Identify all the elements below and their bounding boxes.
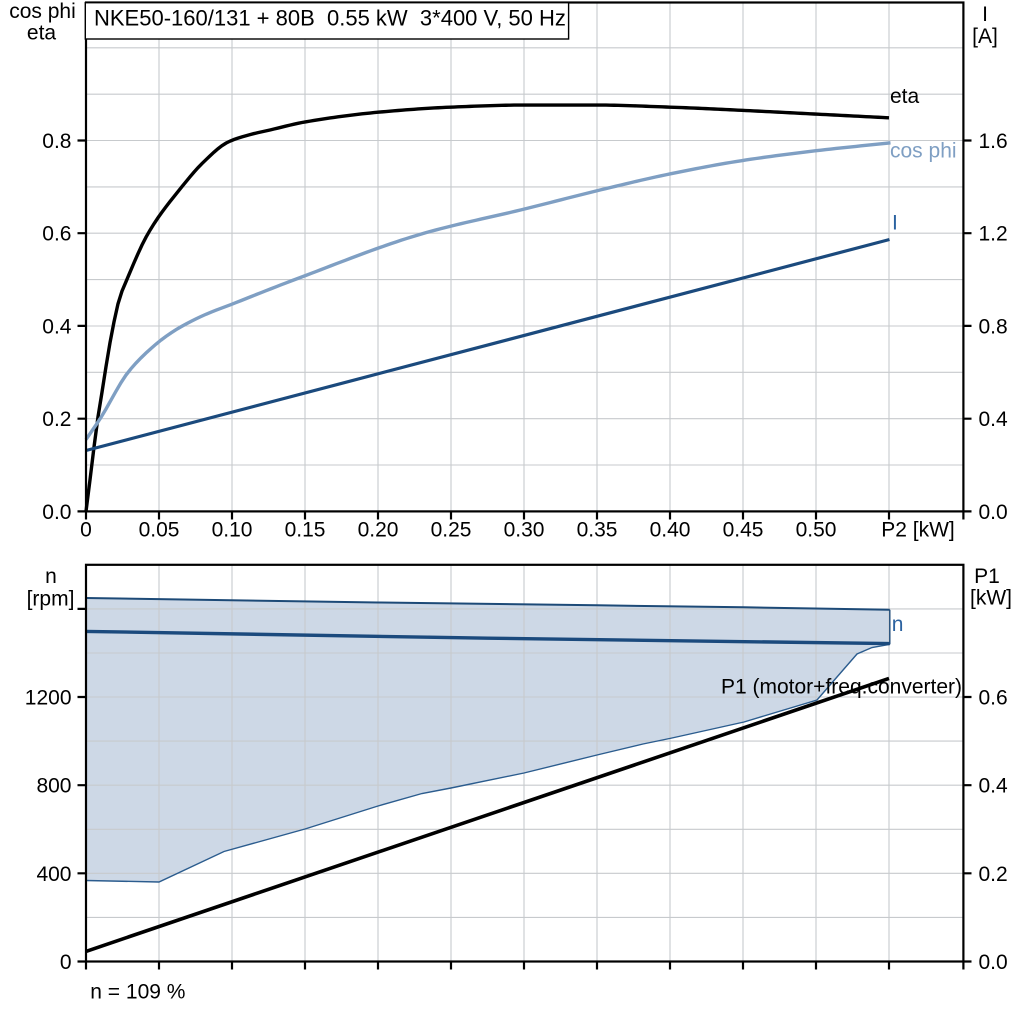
svg-text:0.40: 0.40: [650, 519, 691, 542]
svg-text:I: I: [892, 212, 898, 235]
svg-text:0.0: 0.0: [979, 501, 1008, 524]
svg-text:cos phi: cos phi: [890, 140, 957, 163]
svg-text:[kW]: [kW]: [970, 587, 1012, 610]
svg-text:1.6: 1.6: [979, 130, 1008, 153]
svg-text:0.8: 0.8: [42, 130, 71, 153]
svg-text:0.2: 0.2: [979, 863, 1008, 886]
svg-text:P1: P1: [974, 565, 1000, 588]
svg-text:eta: eta: [27, 22, 57, 45]
svg-text:0.25: 0.25: [431, 519, 472, 542]
svg-text:[A]: [A]: [972, 25, 998, 48]
svg-text:P1 (motor+freq.converter): P1 (motor+freq.converter): [721, 676, 962, 699]
svg-text:I: I: [982, 3, 988, 26]
svg-text:NKE50-160/131 + 80B 0.55 kW: NKE50-160/131 + 80B 0.55 kW 3*400 V, 50 …: [94, 5, 566, 30]
svg-text:0: 0: [60, 951, 72, 974]
svg-text:0.10: 0.10: [212, 519, 253, 542]
svg-text:0.0: 0.0: [42, 501, 71, 524]
svg-text:eta: eta: [890, 85, 920, 108]
svg-text:0.8: 0.8: [979, 315, 1008, 338]
svg-text:0.30: 0.30: [504, 519, 545, 542]
svg-text:0.45: 0.45: [723, 519, 764, 542]
svg-text:0: 0: [80, 519, 92, 542]
svg-text:[rpm]: [rpm]: [27, 588, 75, 611]
svg-text:800: 800: [36, 775, 71, 798]
svg-text:0.6: 0.6: [979, 687, 1008, 710]
svg-text:cos phi: cos phi: [9, 0, 76, 23]
svg-text:0.20: 0.20: [358, 519, 399, 542]
svg-text:0.4: 0.4: [42, 315, 72, 338]
svg-text:0.6: 0.6: [42, 223, 71, 246]
svg-text:1200: 1200: [25, 687, 72, 710]
svg-text:400: 400: [36, 863, 71, 886]
svg-text:0.05: 0.05: [139, 519, 180, 542]
svg-text:0.15: 0.15: [285, 519, 326, 542]
svg-text:P2 [kW]: P2 [kW]: [881, 519, 955, 542]
svg-text:n: n: [892, 613, 904, 636]
svg-text:n: n: [45, 565, 57, 588]
svg-text:0.0: 0.0: [979, 951, 1008, 974]
svg-text:n = 109 %: n = 109 %: [90, 981, 185, 1004]
svg-text:0.4: 0.4: [979, 775, 1009, 798]
svg-text:0.2: 0.2: [42, 408, 71, 431]
svg-text:0.4: 0.4: [979, 408, 1009, 431]
svg-text:0.35: 0.35: [577, 519, 618, 542]
svg-text:1.2: 1.2: [979, 223, 1008, 246]
svg-text:0.50: 0.50: [796, 519, 837, 542]
